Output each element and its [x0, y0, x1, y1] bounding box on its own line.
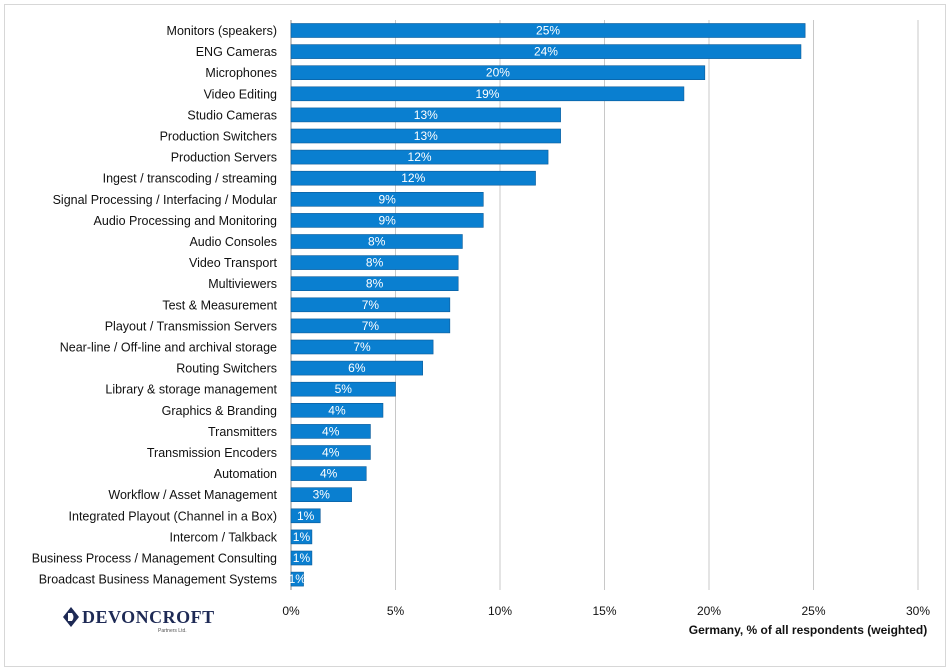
category-label: Video Editing — [204, 87, 277, 101]
bar-data-label: 7% — [362, 298, 380, 312]
bar — [290, 487, 352, 503]
bar — [290, 550, 313, 566]
bar-data-label: 1% — [293, 551, 311, 565]
category-label: Business Process / Management Consulting — [32, 552, 277, 566]
x-tick-labels: 0% 5% 10% 15% 20% 25% 30% — [282, 604, 930, 618]
bar-data-label: 13% — [414, 108, 438, 122]
bar-data-label: 8% — [366, 256, 384, 270]
x-tick-label: 20% — [697, 604, 721, 618]
category-label: Video Transport — [189, 256, 278, 270]
bar — [290, 402, 384, 418]
category-label: Graphics & Branding — [162, 404, 277, 418]
category-label: Workflow / Asset Management — [108, 488, 277, 502]
bar — [290, 44, 802, 59]
bar — [290, 424, 371, 439]
bar — [290, 339, 434, 355]
bar — [290, 234, 463, 249]
devoncroft-logo: DEVONCROFT Partners Ltd. — [62, 604, 215, 640]
category-label: Test & Measurement — [162, 298, 277, 312]
bar — [290, 23, 806, 38]
bar-data-label: 8% — [366, 277, 384, 291]
bar — [290, 192, 484, 207]
bar-data-label: 8% — [368, 235, 386, 249]
x-tick-label: 15% — [592, 604, 616, 618]
bar-data-label: 13% — [414, 129, 438, 143]
bar — [290, 360, 423, 376]
category-label: Audio Consoles — [189, 235, 277, 249]
bar — [290, 381, 396, 397]
bar-data-label: 5% — [335, 382, 353, 396]
bar-data-label: 1% — [293, 530, 311, 544]
bar — [290, 149, 549, 165]
bar-data-label: 3% — [313, 488, 331, 502]
category-label: Integrated Playout (Channel in a Box) — [69, 509, 277, 523]
x-axis-title: Germany, % of all respondents (weighted) — [689, 623, 927, 637]
bar — [290, 318, 451, 334]
category-label: Production Servers — [171, 151, 277, 165]
bar — [290, 571, 304, 587]
category-label: Routing Switchers — [176, 362, 277, 376]
bar-data-label: 19% — [475, 87, 499, 101]
bar — [290, 107, 561, 123]
bar — [290, 529, 313, 545]
category-label: Audio Processing and Monitoring — [94, 214, 277, 228]
bar-data-label: 7% — [362, 319, 380, 333]
category-label: Broadcast Business Management Systems — [39, 573, 277, 587]
bar — [290, 128, 561, 144]
bar — [290, 445, 371, 460]
bar — [290, 255, 459, 270]
x-tick-label: 10% — [488, 604, 512, 618]
category-labels: Monitors (speakers) ENG Cameras Microphone… — [32, 24, 278, 587]
category-label: Library & storage management — [105, 383, 277, 397]
x-tick-label: 30% — [906, 604, 930, 618]
category-label: Transmitters — [208, 425, 277, 439]
category-label: Intercom / Talkback — [170, 530, 278, 544]
bar-data-label: 4% — [328, 403, 346, 417]
bar-data-label: 4% — [322, 446, 340, 460]
bar — [290, 276, 459, 292]
bar — [290, 213, 484, 228]
bar-data-label: 25% — [536, 24, 560, 38]
category-label: Transmission Encoders — [147, 446, 277, 460]
bar-data-label: 12% — [408, 150, 432, 164]
bar-data-label: 4% — [322, 424, 340, 438]
bar-data-label: 1% — [289, 572, 307, 586]
bar — [290, 297, 451, 313]
x-tick-label: 5% — [387, 604, 405, 618]
bar-data-label: 20% — [486, 66, 510, 80]
category-label: Playout / Transmission Servers — [105, 319, 277, 333]
bar-data-label: 6% — [348, 361, 366, 375]
bar — [290, 466, 367, 481]
logo-text: DEVONCROFT — [82, 607, 215, 627]
category-label: Near-line / Off-line and archival storag… — [60, 341, 277, 355]
category-label: Multiviewers — [208, 277, 277, 291]
category-label: Monitors (speakers) — [167, 24, 277, 38]
bar-data-label: 24% — [534, 45, 558, 59]
category-label: Microphones — [205, 66, 277, 80]
bar — [290, 86, 685, 102]
bar-data-label: 9% — [378, 213, 396, 227]
category-label: Signal Processing / Interfacing / Modula… — [53, 193, 277, 207]
bar-data-label: 12% — [401, 171, 425, 185]
bar-data-label: 7% — [353, 340, 371, 354]
bar-data-label: 1% — [297, 509, 315, 523]
bar — [290, 65, 706, 80]
bar-data-label: 9% — [378, 192, 396, 206]
bar — [290, 508, 321, 524]
x-tick-label: 25% — [801, 604, 825, 618]
category-label: ENG Cameras — [196, 45, 277, 59]
category-label: Production Switchers — [160, 130, 277, 144]
category-label: Studio Cameras — [187, 108, 277, 122]
logo-mark-icon — [63, 607, 79, 627]
bar — [290, 170, 536, 186]
bars: 25% 24% 20% 19% 13% 13% 12% 12% 9% 9% 8% 8% 8% 7% 7% 7%… — [289, 23, 806, 587]
bar-data-label: 4% — [320, 467, 338, 481]
logo-subtitle: Partners Ltd. — [158, 628, 187, 634]
category-label: Ingest / transcoding / streaming — [103, 172, 277, 186]
category-label: Automation — [214, 467, 277, 481]
x-tick-label: 0% — [282, 604, 300, 618]
